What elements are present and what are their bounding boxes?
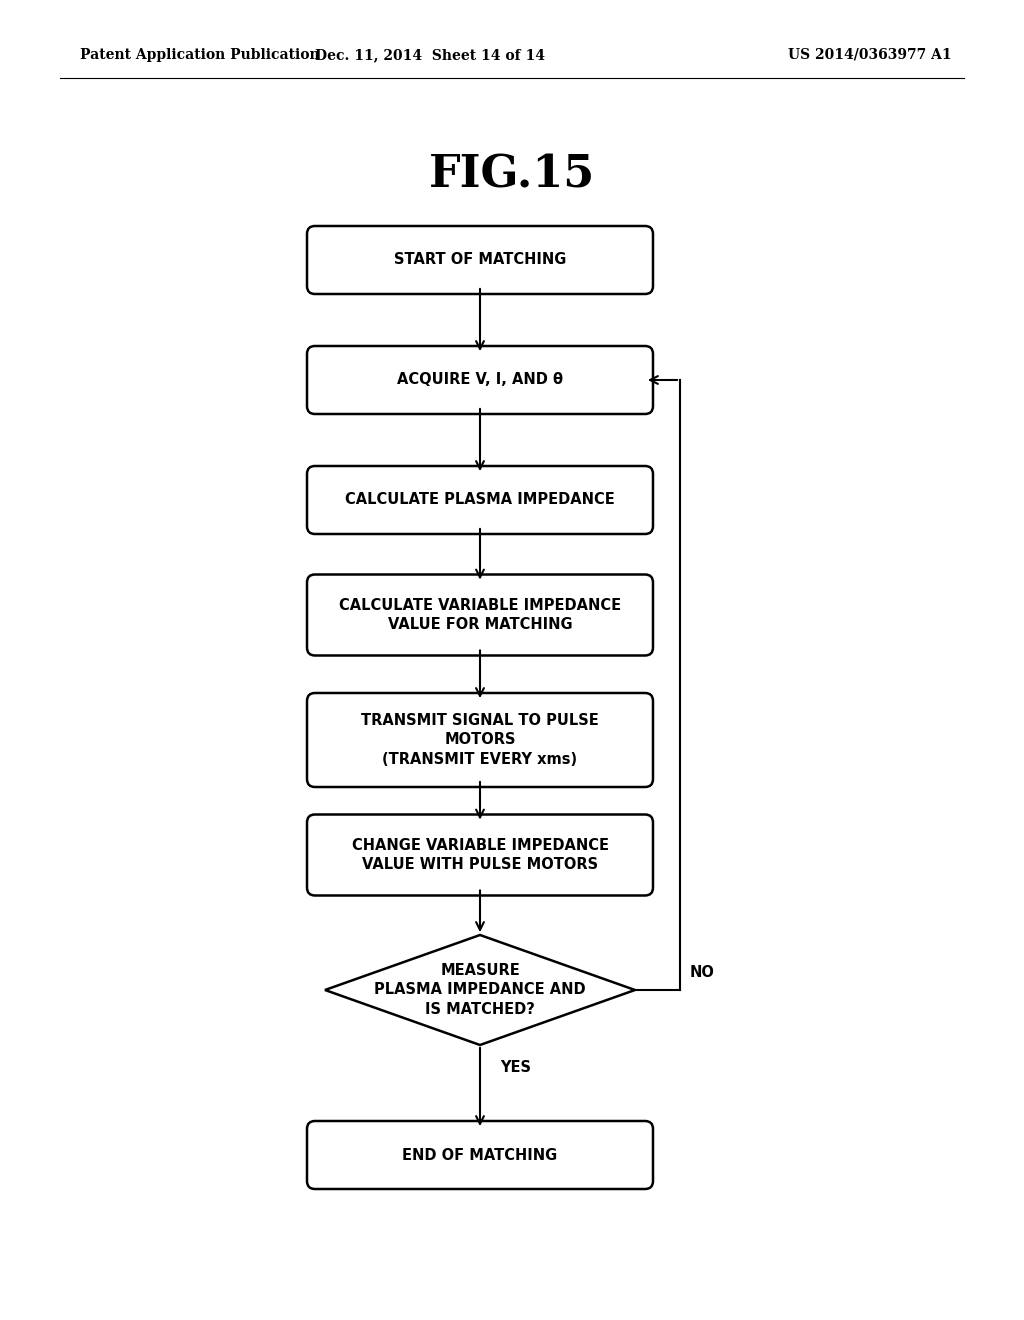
FancyBboxPatch shape xyxy=(307,574,653,656)
Text: Dec. 11, 2014  Sheet 14 of 14: Dec. 11, 2014 Sheet 14 of 14 xyxy=(315,48,545,62)
Text: MEASURE
PLASMA IMPEDANCE AND
IS MATCHED?: MEASURE PLASMA IMPEDANCE AND IS MATCHED? xyxy=(374,964,586,1016)
Text: END OF MATCHING: END OF MATCHING xyxy=(402,1147,558,1163)
FancyBboxPatch shape xyxy=(307,814,653,895)
Text: YES: YES xyxy=(500,1060,531,1074)
Text: US 2014/0363977 A1: US 2014/0363977 A1 xyxy=(788,48,952,62)
FancyBboxPatch shape xyxy=(307,1121,653,1189)
Text: NO: NO xyxy=(690,965,715,979)
FancyBboxPatch shape xyxy=(307,226,653,294)
Text: CALCULATE PLASMA IMPEDANCE: CALCULATE PLASMA IMPEDANCE xyxy=(345,492,614,507)
Text: START OF MATCHING: START OF MATCHING xyxy=(394,252,566,268)
Polygon shape xyxy=(325,935,635,1045)
Text: CHANGE VARIABLE IMPEDANCE
VALUE WITH PULSE MOTORS: CHANGE VARIABLE IMPEDANCE VALUE WITH PUL… xyxy=(351,838,608,873)
Text: TRANSMIT SIGNAL TO PULSE
MOTORS
(TRANSMIT EVERY xms): TRANSMIT SIGNAL TO PULSE MOTORS (TRANSMI… xyxy=(361,713,599,767)
Text: FIG.15: FIG.15 xyxy=(429,153,595,197)
FancyBboxPatch shape xyxy=(307,466,653,535)
FancyBboxPatch shape xyxy=(307,346,653,414)
Text: Patent Application Publication: Patent Application Publication xyxy=(80,48,319,62)
FancyBboxPatch shape xyxy=(307,693,653,787)
Text: CALCULATE VARIABLE IMPEDANCE
VALUE FOR MATCHING: CALCULATE VARIABLE IMPEDANCE VALUE FOR M… xyxy=(339,598,622,632)
Text: ACQUIRE V, I, AND θ: ACQUIRE V, I, AND θ xyxy=(397,372,563,388)
